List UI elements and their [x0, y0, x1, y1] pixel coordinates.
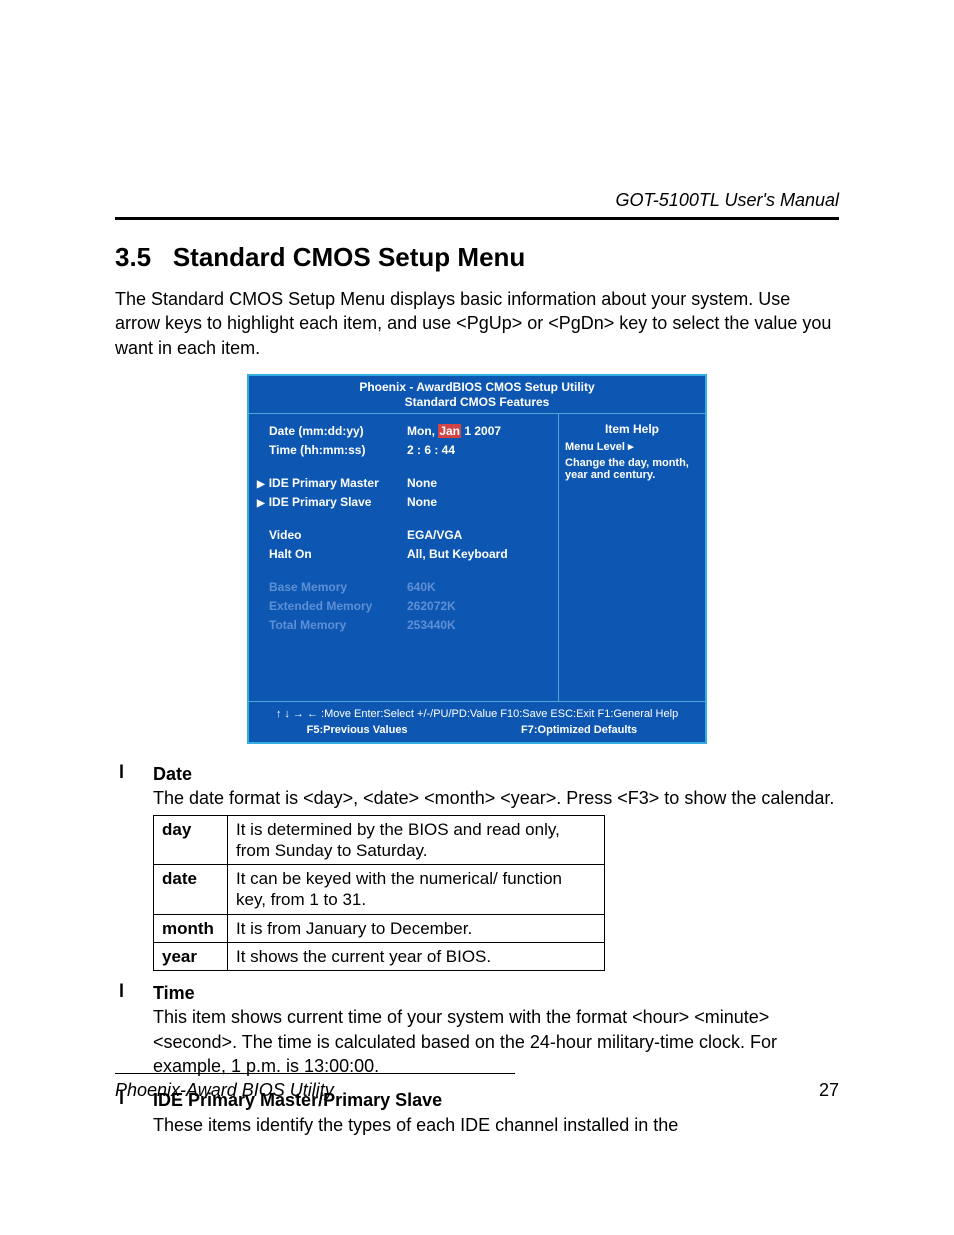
bullet-title: Time	[153, 981, 839, 1005]
bullet-mark-icon: l	[115, 762, 153, 811]
section-heading: 3.5 Standard CMOS Setup Menu	[115, 242, 839, 273]
bios-footer-f7: F7:Optimized Defaults	[459, 724, 699, 736]
bullet-date: l Date The date format is <day>, <date> …	[115, 762, 839, 811]
bios-screenshot: Phoenix - AwardBIOS CMOS Setup Utility S…	[247, 374, 707, 744]
bios-row-value: All, But Keyboard	[407, 547, 550, 561]
table-row: dayIt is determined by the BIOS and read…	[154, 815, 605, 865]
table-row: monthIt is from January to December.	[154, 914, 605, 942]
bios-row: Total Memory253440K	[257, 618, 550, 632]
table-row: yearIt shows the current year of BIOS.	[154, 942, 605, 970]
table-value: It can be keyed with the numerical/ func…	[228, 865, 605, 915]
section-number: 3.5	[115, 242, 151, 272]
bullet-title: Date	[153, 762, 839, 786]
bios-row: Halt OnAll, But Keyboard	[257, 547, 550, 561]
bios-title: Phoenix - AwardBIOS CMOS Setup Utility S…	[249, 376, 705, 414]
table-row: dateIt can be keyed with the numerical/ …	[154, 865, 605, 915]
bios-help-menu-level: Menu Level ▸	[565, 440, 699, 453]
bullet-text: The date format is <day>, <date> <month>…	[153, 788, 834, 808]
bios-row-label: Extended Memory	[257, 599, 407, 613]
intro-paragraph: The Standard CMOS Setup Menu displays ba…	[115, 287, 839, 360]
bios-row-value: 640K	[407, 580, 550, 594]
bios-row-label: Base Memory	[257, 580, 407, 594]
bios-row-label: Time (hh:mm:ss)	[257, 443, 407, 457]
bios-left-pane: Date (mm:dd:yy)Mon, Jan 1 2007Time (hh:m…	[249, 414, 559, 701]
bios-title-line2: Standard CMOS Features	[255, 395, 699, 411]
footer-rule	[115, 1073, 515, 1074]
table-key: year	[154, 942, 228, 970]
bullet-mark-icon: l	[115, 981, 153, 1078]
bios-row: Base Memory640K	[257, 580, 550, 594]
bios-footer-nav: ↑ ↓ → ← :Move Enter:Select +/-/PU/PD:Val…	[255, 708, 699, 720]
table-value: It is determined by the BIOS and read on…	[228, 815, 605, 865]
bios-row-label: ▶IDE Primary Slave	[257, 495, 407, 509]
bios-row-label: Video	[257, 528, 407, 542]
bullet-time: l Time This item shows current time of y…	[115, 981, 839, 1078]
table-key: date	[154, 865, 228, 915]
bios-help-pane: Item Help Menu Level ▸ Change the day, m…	[559, 414, 705, 701]
bios-row-value: Mon, Jan 1 2007	[407, 424, 550, 438]
bios-row-value: 2 : 6 : 44	[407, 443, 550, 457]
bios-title-line1: Phoenix - AwardBIOS CMOS Setup Utility	[255, 380, 699, 396]
bios-row: ▶IDE Primary MasterNone	[257, 476, 550, 490]
bullet-text: This item shows current time of your sys…	[153, 1007, 777, 1076]
manual-title: GOT-5100TL User's Manual	[115, 190, 839, 211]
page-footer: Phoenix-Award BIOS Utility 27	[115, 1073, 839, 1101]
bios-row: Extended Memory262072K	[257, 599, 550, 613]
table-value: It is from January to December.	[228, 914, 605, 942]
table-value: It shows the current year of BIOS.	[228, 942, 605, 970]
bios-help-desc: Change the day, month, year and century.	[565, 457, 699, 481]
section-title: Standard CMOS Setup Menu	[173, 242, 525, 272]
bios-footer-f5: F5:Previous Values	[255, 724, 459, 736]
footer-page-number: 27	[819, 1080, 839, 1101]
bios-row-value: None	[407, 476, 550, 490]
triangle-icon: ▶	[257, 479, 265, 490]
date-table: dayIt is determined by the BIOS and read…	[153, 815, 605, 972]
bios-row-label: ▶IDE Primary Master	[257, 476, 407, 490]
bios-date-highlight: Jan	[438, 424, 461, 438]
bios-row-value: EGA/VGA	[407, 528, 550, 542]
bios-footer: ↑ ↓ → ← :Move Enter:Select +/-/PU/PD:Val…	[249, 701, 705, 742]
bios-row: ▶IDE Primary SlaveNone	[257, 495, 550, 509]
footer-section: Phoenix-Award BIOS Utility	[115, 1080, 334, 1101]
bios-row-label: Date (mm:dd:yy)	[257, 424, 407, 438]
bios-row-label: Halt On	[257, 547, 407, 561]
bios-row-value: None	[407, 495, 550, 509]
bios-row-label: Total Memory	[257, 618, 407, 632]
header-rule	[115, 217, 839, 220]
table-key: day	[154, 815, 228, 865]
bios-row: Date (mm:dd:yy)Mon, Jan 1 2007	[257, 424, 550, 438]
bios-help-title: Item Help	[565, 422, 699, 436]
bios-row-value: 262072K	[407, 599, 550, 613]
triangle-icon: ▶	[257, 498, 265, 509]
bullet-text: These items identify the types of each I…	[153, 1115, 678, 1135]
bios-row-value: 253440K	[407, 618, 550, 632]
table-key: month	[154, 914, 228, 942]
bios-row: VideoEGA/VGA	[257, 528, 550, 542]
bios-row: Time (hh:mm:ss)2 : 6 : 44	[257, 443, 550, 457]
